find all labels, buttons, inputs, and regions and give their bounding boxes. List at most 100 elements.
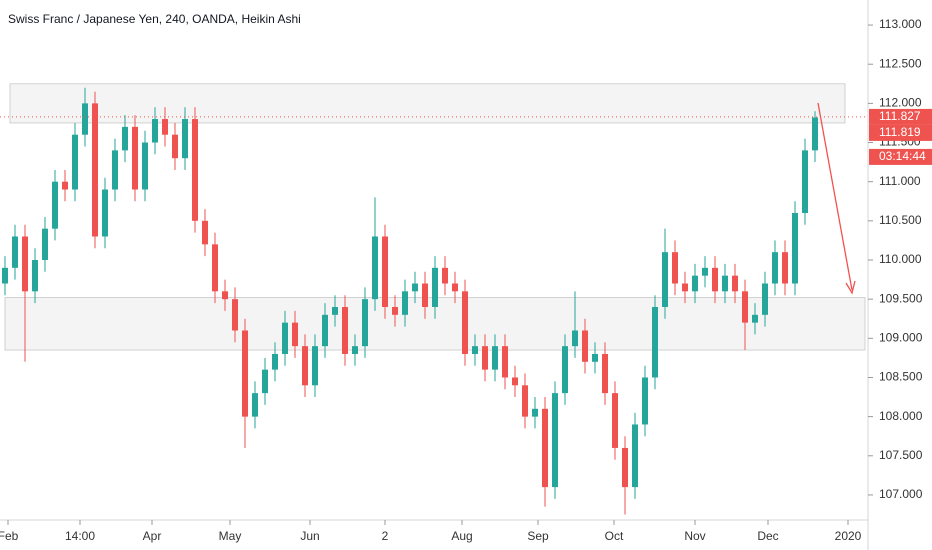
y-tick-label: 111.000 bbox=[879, 174, 921, 188]
candle-body bbox=[512, 377, 518, 386]
candle-body bbox=[62, 181, 68, 190]
candle-body bbox=[462, 291, 468, 354]
candle-body bbox=[232, 299, 238, 331]
candle-body bbox=[622, 447, 628, 488]
candle-body bbox=[2, 267, 8, 284]
chart-title: Swiss Franc / Japanese Yen, 240, OANDA, … bbox=[8, 12, 301, 26]
candle-body bbox=[482, 346, 488, 370]
x-tick-label: Dec bbox=[757, 529, 778, 543]
y-tick-label: 108.500 bbox=[879, 370, 923, 384]
candle-body bbox=[72, 134, 78, 190]
candle-body bbox=[82, 103, 88, 135]
candle-body bbox=[342, 306, 348, 354]
candle-body bbox=[262, 369, 268, 394]
x-tick-label: Aug bbox=[451, 529, 472, 543]
candle-body bbox=[522, 385, 528, 417]
y-tick-label: 109.500 bbox=[879, 291, 923, 305]
x-tick-label: Feb bbox=[0, 529, 19, 543]
candle-body bbox=[422, 283, 428, 307]
candle-body bbox=[772, 252, 778, 284]
zone bbox=[9, 83, 846, 124]
candle-body bbox=[672, 252, 678, 284]
axes: 107.000 107.500 108.000 108.500 109.000 109.5… bbox=[0, 17, 932, 543]
candle-body bbox=[92, 103, 98, 237]
candle-body bbox=[162, 119, 168, 135]
candle-body bbox=[752, 314, 758, 323]
candle-body bbox=[492, 346, 498, 370]
candle-body bbox=[702, 267, 708, 276]
candle-body bbox=[742, 291, 748, 323]
candle-body bbox=[172, 134, 178, 159]
y-tick-label: 109.000 bbox=[879, 330, 923, 344]
candle-body bbox=[102, 189, 108, 237]
candle-body bbox=[782, 252, 788, 284]
candle-body bbox=[52, 181, 58, 229]
candle-body bbox=[562, 346, 568, 394]
candle-body bbox=[502, 346, 508, 378]
candle-body bbox=[652, 306, 658, 378]
y-tick-label: 110.000 bbox=[879, 252, 922, 266]
x-tick-label: May bbox=[219, 529, 242, 543]
candle-body bbox=[352, 346, 358, 354]
countdown-label: 03:14:44 bbox=[879, 149, 926, 163]
countdown-label-box bbox=[869, 148, 932, 165]
x-tick-label: Oct bbox=[605, 529, 624, 543]
candle-body bbox=[212, 244, 218, 292]
candle-body bbox=[382, 236, 388, 307]
candle-body bbox=[662, 252, 668, 307]
candle-body bbox=[642, 377, 648, 425]
candle-body bbox=[412, 283, 418, 292]
candle-body bbox=[372, 236, 378, 300]
candle-body bbox=[712, 267, 718, 292]
candle-body bbox=[252, 393, 258, 417]
candle-body bbox=[182, 119, 188, 159]
candle-body bbox=[122, 126, 128, 151]
candle-body bbox=[402, 291, 408, 315]
y-tick-label: 113.000 bbox=[879, 17, 922, 31]
arrow-head bbox=[845, 280, 856, 295]
x-tick-label: Jun bbox=[300, 529, 319, 543]
candle-body bbox=[612, 393, 618, 448]
candle-body bbox=[12, 236, 18, 268]
x-tick-label: Sep bbox=[527, 529, 549, 543]
bid-price-label-box bbox=[869, 124, 932, 141]
candle-body bbox=[602, 353, 608, 394]
candle-body bbox=[272, 353, 278, 370]
y-tick-label: 107.500 bbox=[879, 448, 923, 462]
candle-body bbox=[792, 213, 798, 284]
candle-body bbox=[332, 306, 338, 315]
last-price-label-box bbox=[869, 108, 932, 125]
candle-body bbox=[32, 260, 38, 292]
candle-body bbox=[532, 408, 538, 417]
y-tick-label: 107.000 bbox=[879, 487, 923, 501]
y-tick-label: 112.500 bbox=[879, 56, 922, 70]
candle-body bbox=[302, 346, 308, 386]
candle-body bbox=[192, 119, 198, 221]
candle-body bbox=[582, 330, 588, 362]
candle-body bbox=[632, 424, 638, 488]
y-tick-label: 110.500 bbox=[879, 213, 922, 227]
candle-body bbox=[142, 142, 148, 190]
candle-body bbox=[682, 283, 688, 292]
candle-body bbox=[592, 353, 598, 362]
bid-price-label: 111.819 bbox=[879, 125, 921, 139]
candle-body bbox=[312, 346, 318, 386]
candle-body bbox=[732, 275, 738, 292]
candle-body bbox=[802, 150, 808, 214]
candle-body bbox=[112, 150, 118, 190]
projection-arrow bbox=[817, 102, 853, 291]
candle-body bbox=[202, 220, 208, 245]
x-tick-label: 2 bbox=[382, 529, 389, 543]
candle-body bbox=[242, 330, 248, 417]
candle-body bbox=[132, 126, 138, 190]
candle-body bbox=[152, 119, 158, 143]
candle-body bbox=[572, 330, 578, 347]
candle-body bbox=[22, 236, 28, 292]
candle-body bbox=[322, 314, 328, 347]
candle-body bbox=[282, 322, 288, 354]
x-tick-label: 2020 bbox=[835, 529, 862, 543]
candle-body bbox=[392, 306, 398, 315]
x-tick-label: Apr bbox=[143, 529, 162, 543]
last-price-label: 111.827 bbox=[879, 109, 921, 123]
